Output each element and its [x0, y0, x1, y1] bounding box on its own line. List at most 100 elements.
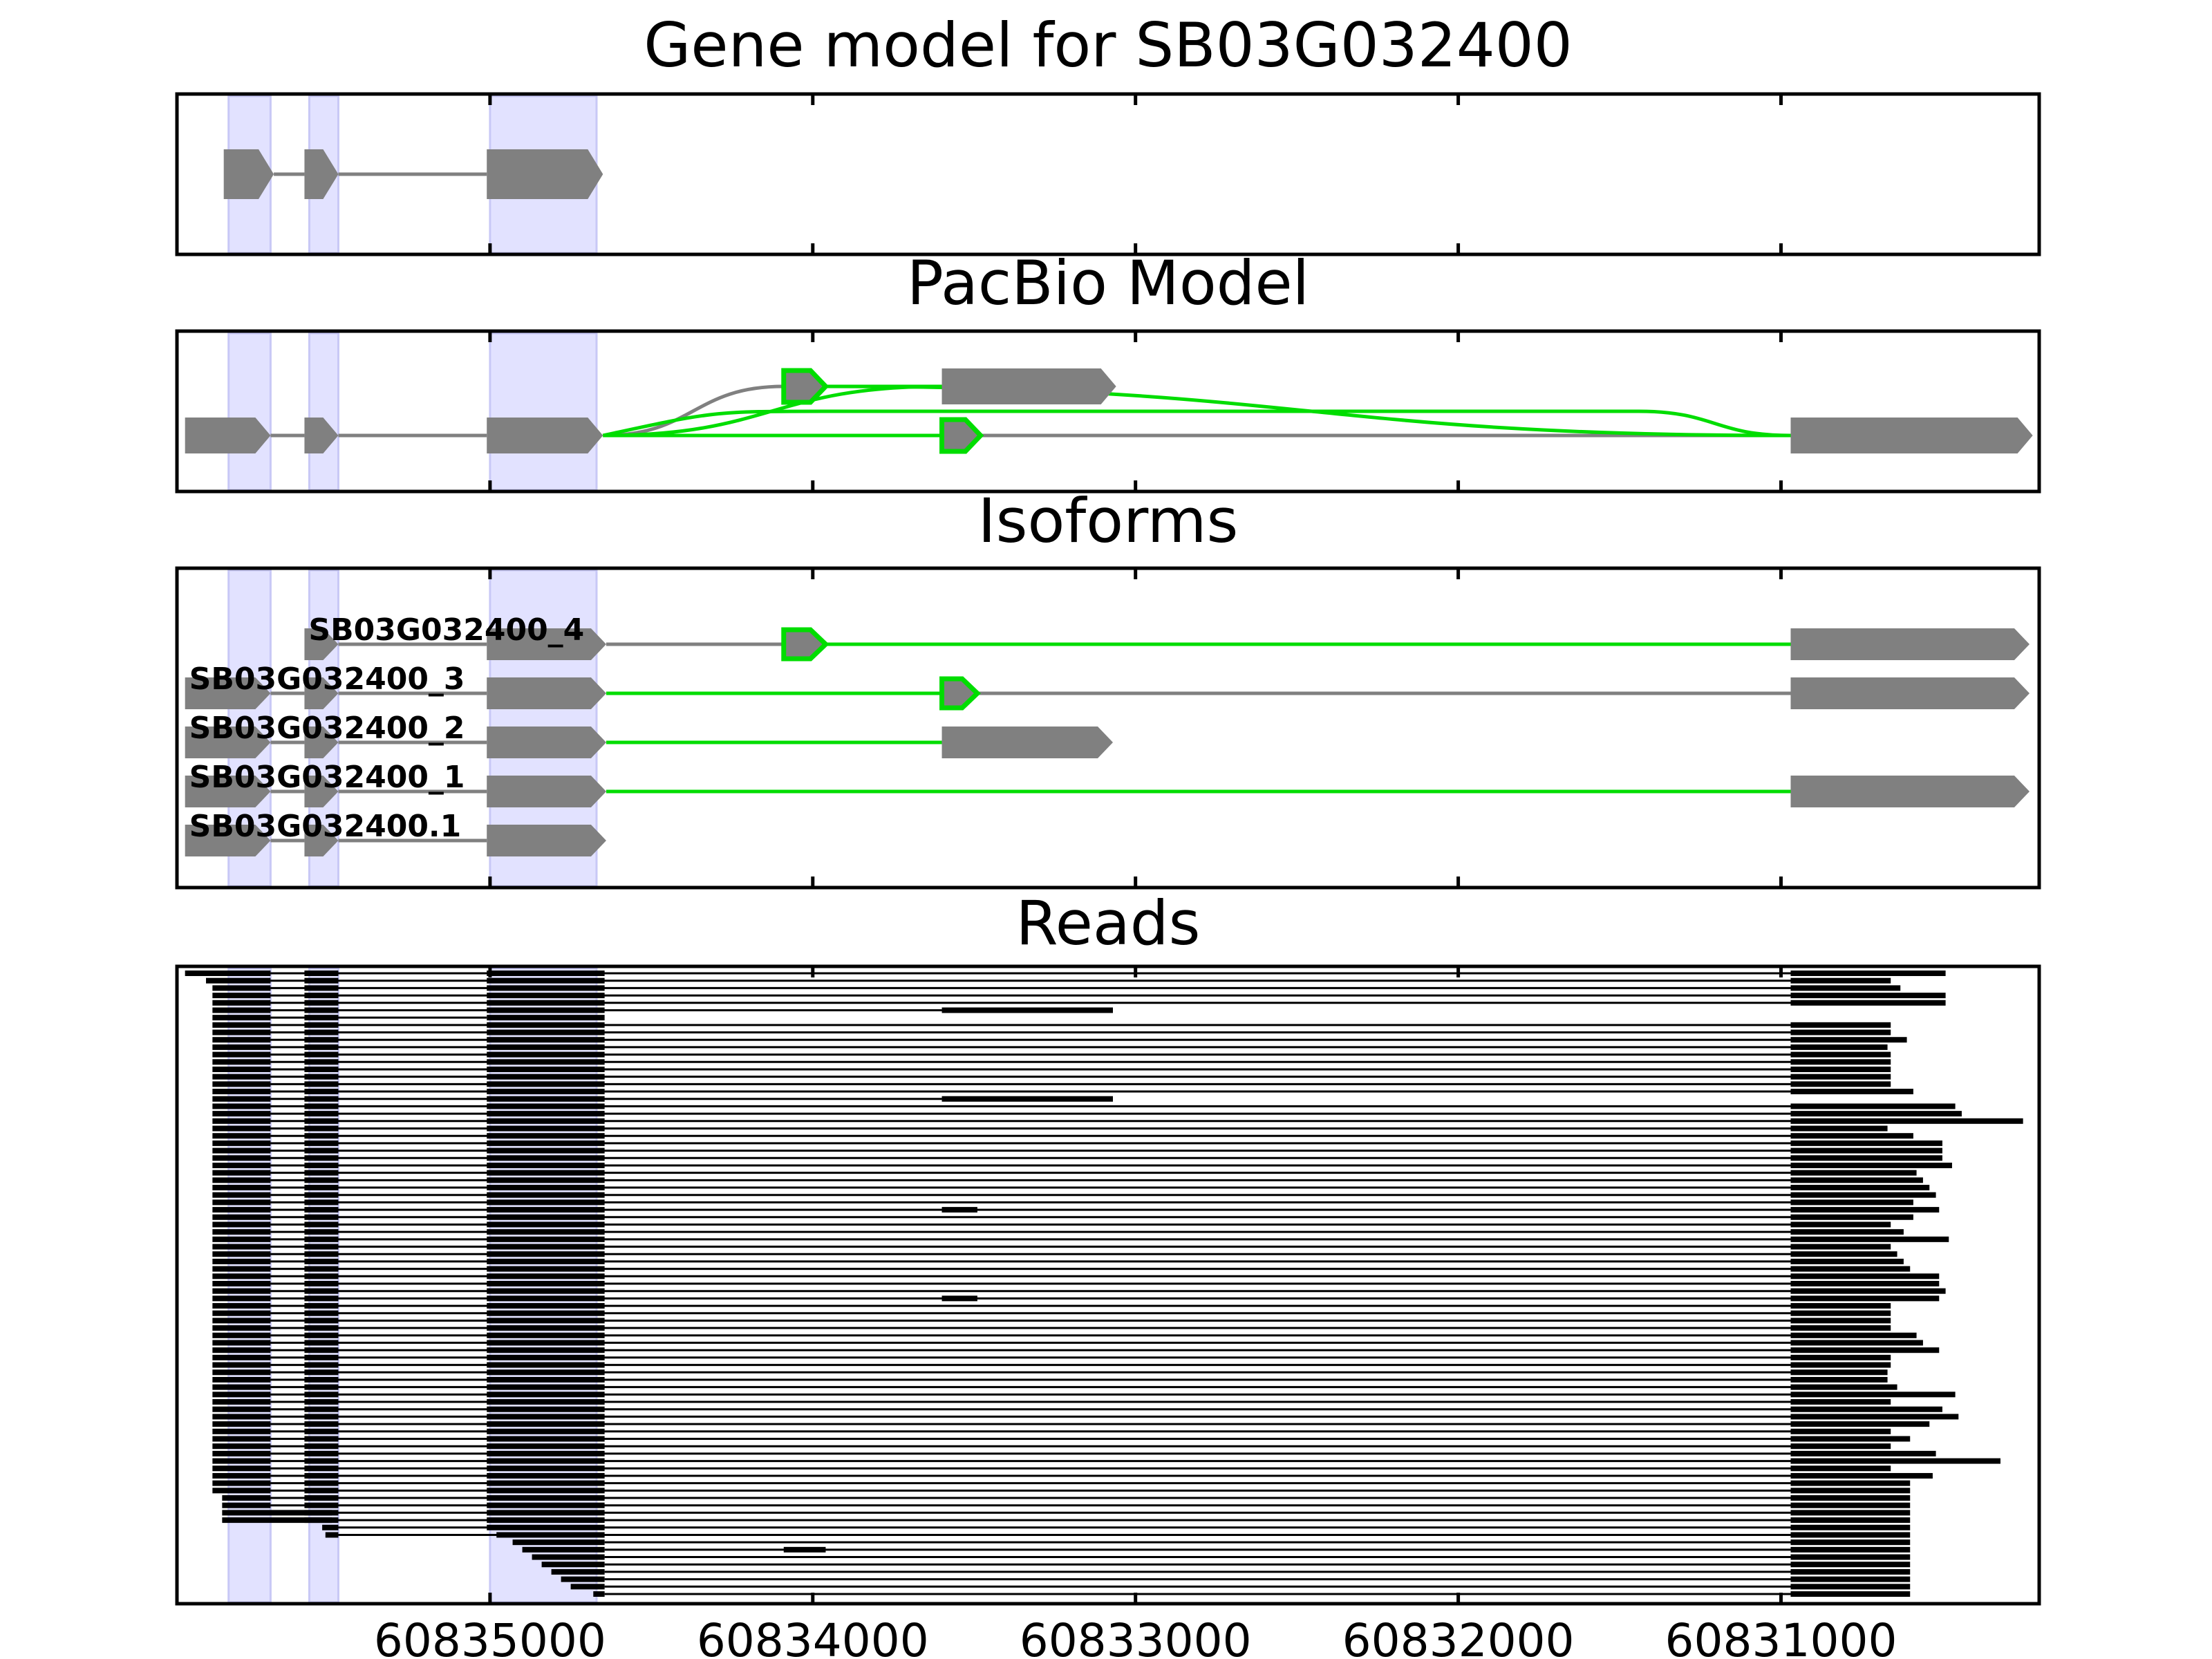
read-block — [1790, 1229, 1904, 1235]
read-block — [1790, 1391, 1956, 1398]
read-block — [1790, 1488, 1911, 1494]
read-block — [212, 1376, 271, 1382]
read-block — [206, 977, 271, 984]
read-block — [212, 1199, 271, 1206]
read-block — [487, 993, 605, 999]
read-block — [487, 1207, 605, 1213]
read-block — [487, 977, 605, 984]
read-block — [212, 1251, 271, 1257]
read-block — [304, 1229, 339, 1235]
isoform-label: SB03G032400_4 — [308, 612, 584, 648]
read-block — [1790, 1568, 1911, 1575]
shaded-regions — [227, 332, 598, 491]
exon — [304, 776, 339, 807]
read-block — [1790, 1177, 1923, 1183]
read-block — [212, 1125, 271, 1132]
read-block — [304, 1465, 339, 1472]
read-block — [304, 1495, 339, 1501]
read-block — [487, 1185, 605, 1191]
read-block — [304, 1118, 339, 1124]
read-block — [222, 1502, 271, 1508]
read-block — [487, 985, 605, 991]
read-block — [304, 1450, 339, 1456]
read-block — [212, 1384, 271, 1390]
read-block — [212, 1332, 271, 1338]
read-block — [304, 1472, 339, 1479]
read-block — [1790, 1147, 1942, 1154]
read-block — [487, 1147, 605, 1154]
read-block — [304, 1295, 339, 1302]
read-marks — [185, 971, 2023, 1597]
read-block — [212, 1458, 271, 1464]
read-block — [212, 1177, 271, 1183]
read-block — [941, 1207, 977, 1213]
read-block — [487, 1170, 605, 1176]
read-block — [487, 1140, 605, 1146]
read-block — [487, 1510, 605, 1516]
read-block — [304, 1443, 339, 1450]
x-tick-label: 60834000 — [697, 1614, 929, 1659]
read-block — [325, 1532, 339, 1538]
read-block — [1790, 1281, 1940, 1286]
exon — [185, 727, 271, 758]
read-block — [1790, 1384, 1897, 1390]
read-block — [212, 1281, 271, 1286]
read-block — [304, 1221, 339, 1228]
read-block — [496, 1532, 605, 1538]
read-block — [212, 1318, 271, 1324]
pacbio-model-marks — [185, 368, 2033, 454]
read-block — [185, 971, 271, 976]
read-block — [487, 1214, 605, 1220]
read-block — [1790, 1576, 1911, 1582]
shaded-region — [489, 332, 598, 491]
read-block — [487, 1258, 605, 1264]
read-block — [304, 1266, 339, 1272]
read-block — [304, 1428, 339, 1434]
read-block — [212, 1185, 271, 1191]
isoform-label: SB03G032400.1 — [189, 809, 462, 844]
read-block — [304, 1066, 339, 1072]
read-block — [304, 1059, 339, 1065]
read-block — [304, 1015, 339, 1021]
read-block — [212, 1229, 271, 1235]
read-block — [212, 1266, 271, 1272]
exon — [941, 727, 1114, 758]
read-block — [1790, 1266, 1911, 1272]
read-block — [487, 1007, 605, 1013]
read-block — [212, 1406, 271, 1412]
read-block — [212, 1162, 271, 1168]
read-block — [212, 1170, 271, 1176]
read-block — [212, 1140, 271, 1146]
panel-title-isoforms: Isoforms — [978, 485, 1239, 556]
read-block — [487, 1059, 605, 1065]
read-block — [304, 985, 339, 991]
read-block — [1790, 1480, 1911, 1486]
read-block — [304, 1502, 339, 1508]
read-block — [304, 1170, 339, 1176]
read-block — [487, 1096, 605, 1102]
read-block — [1790, 1591, 1911, 1597]
read-block — [304, 1273, 339, 1280]
read-block — [304, 1162, 339, 1168]
read-block — [487, 1022, 605, 1028]
read-block — [212, 1029, 271, 1035]
exon — [1790, 628, 2030, 660]
read-block — [487, 1436, 605, 1442]
read-block — [212, 1244, 271, 1250]
read-block — [487, 1443, 605, 1450]
exon — [304, 825, 339, 856]
junction — [603, 384, 784, 438]
read-block — [212, 1118, 271, 1124]
read-block — [487, 1391, 605, 1398]
isoform-label: SB03G032400_2 — [189, 711, 465, 746]
read-block — [1790, 1185, 1930, 1191]
read-block — [1790, 1089, 1913, 1095]
read-block — [1790, 1244, 1891, 1250]
read-block — [212, 985, 271, 991]
read-block — [487, 1332, 605, 1338]
read-block — [304, 1288, 339, 1294]
read-block — [304, 1340, 339, 1346]
exon — [185, 825, 271, 856]
read-block — [304, 1214, 339, 1220]
read-block — [1790, 1029, 1891, 1035]
